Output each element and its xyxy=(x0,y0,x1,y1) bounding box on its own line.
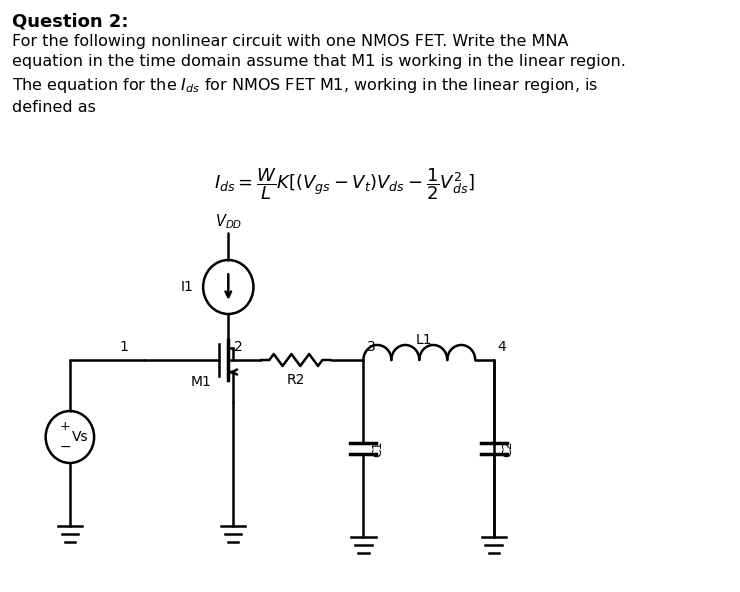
Text: +: + xyxy=(60,420,70,433)
Text: −: − xyxy=(59,440,71,454)
Text: 1: 1 xyxy=(119,340,128,354)
Text: 3: 3 xyxy=(367,340,376,354)
Text: For the following nonlinear circuit with one NMOS FET. Write the MNA
equation in: For the following nonlinear circuit with… xyxy=(12,34,626,115)
Text: I1: I1 xyxy=(181,280,194,294)
Text: C2: C2 xyxy=(501,440,514,457)
Text: C1: C1 xyxy=(371,440,384,457)
Text: M1: M1 xyxy=(191,375,212,389)
Text: Vs: Vs xyxy=(72,430,88,444)
Text: L1: L1 xyxy=(416,333,432,347)
Text: Question 2:: Question 2: xyxy=(12,12,129,30)
Text: R2: R2 xyxy=(286,373,305,387)
Text: $I_{ds} = \dfrac{W}{L}K[(V_{gs} - V_t)V_{ds} - \dfrac{1}{2}V_{ds}^2]$: $I_{ds} = \dfrac{W}{L}K[(V_{gs} - V_t)V_… xyxy=(215,166,475,202)
Text: 4: 4 xyxy=(497,340,506,354)
Text: 2: 2 xyxy=(234,340,243,354)
Text: $V_{DD}$: $V_{DD}$ xyxy=(215,213,242,231)
